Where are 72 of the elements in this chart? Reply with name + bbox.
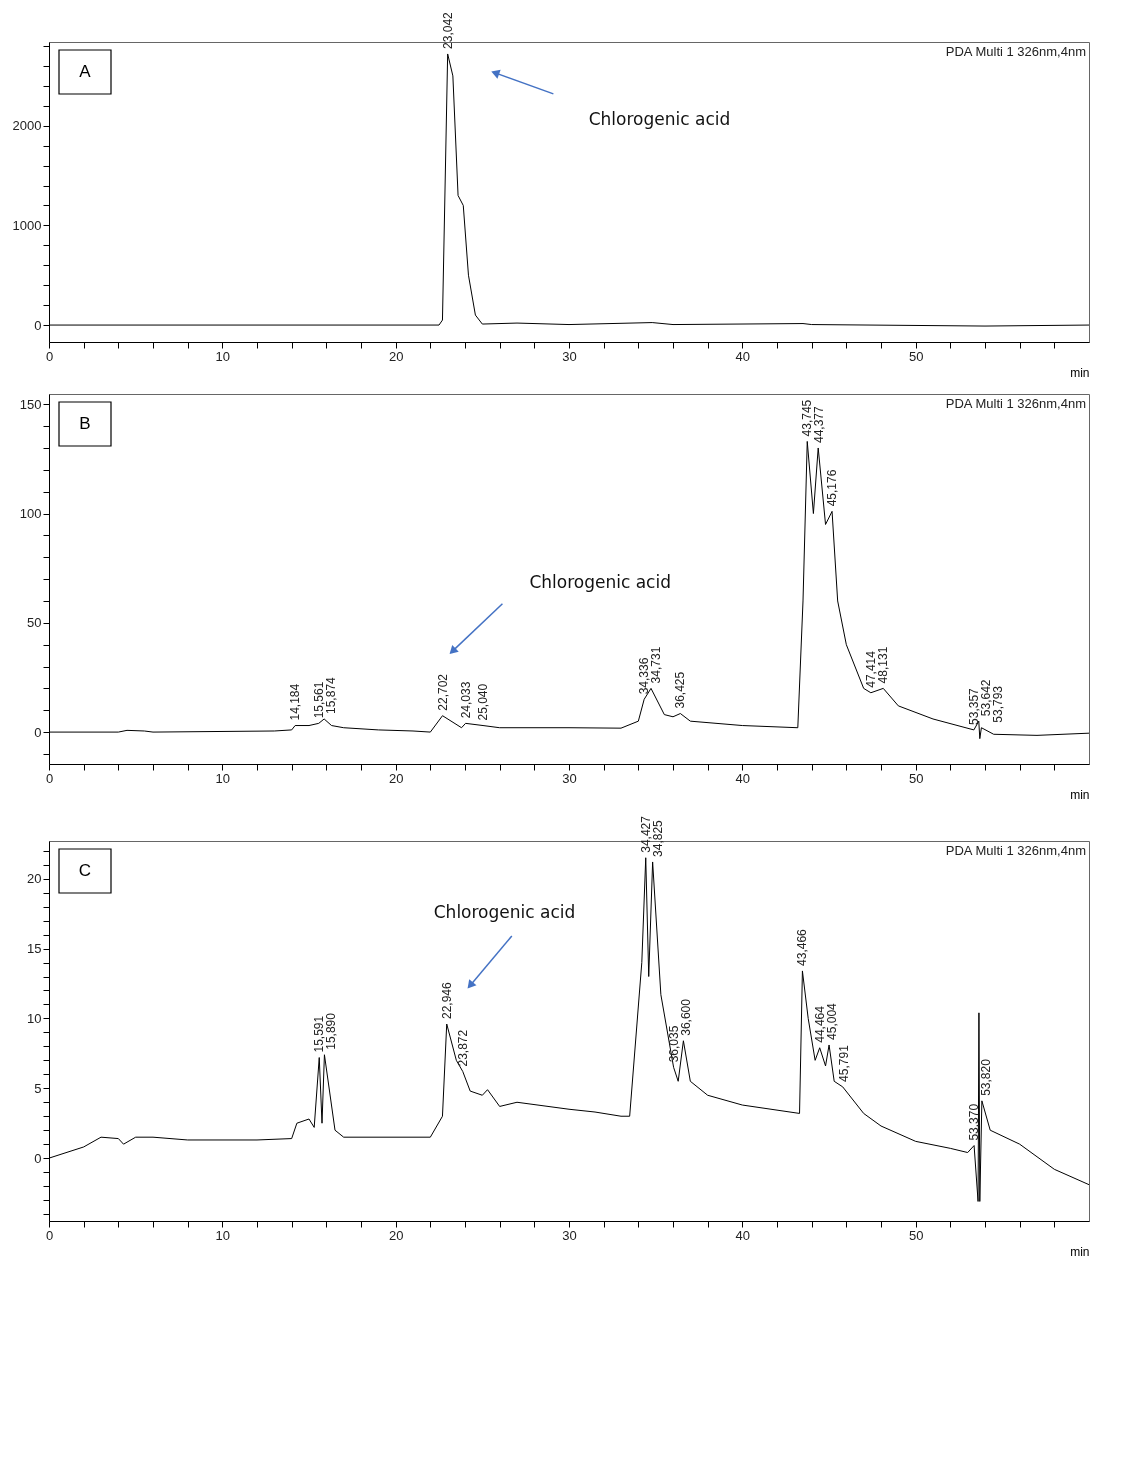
x-tick-label: 40 — [735, 348, 751, 364]
annotation: 53,357 — [966, 687, 981, 725]
annotation: PDA Multi 1 326nm,4nm — [945, 396, 1086, 411]
y-tick-label: 20 — [27, 871, 42, 887]
x-tick-label: 10 — [215, 348, 231, 364]
annotation: Chlorogenic acid — [588, 109, 731, 129]
annotation: 25,040 — [476, 683, 491, 721]
annotation: 43,745 — [800, 399, 815, 437]
annotation: PDA Multi 1 326nm,4nm — [945, 843, 1086, 858]
x-tick-label: 50 — [908, 770, 924, 786]
annotation: 48,131 — [876, 646, 891, 684]
x-tick-label: 20 — [388, 348, 404, 364]
x-tick-label: 0 — [45, 770, 54, 786]
x-tick-label: 0 — [45, 348, 54, 364]
y-tick-label: 50 — [27, 615, 42, 631]
annotation: 44,464 — [812, 1005, 827, 1043]
annotation: 47,414 — [863, 650, 878, 688]
x-axis-title: min — [1070, 365, 1090, 380]
y-tick-label: 150 — [19, 396, 42, 412]
x-tick-label: 0 — [45, 1227, 54, 1243]
annotation: 36,035 — [666, 1025, 681, 1063]
y-tick-label: 0 — [34, 317, 42, 333]
y-tick-label: 1000 — [12, 217, 42, 233]
y-tick-label: 10 — [27, 1010, 42, 1026]
annotation: 36,600 — [678, 998, 693, 1036]
annotation: 34,825 — [650, 819, 665, 857]
x-tick-label: 30 — [562, 348, 577, 364]
y-tick-label: 5 — [34, 1080, 42, 1096]
annotation: Chlorogenic acid — [433, 902, 576, 923]
y-tick-label: 15 — [27, 941, 42, 957]
x-tick-label: 10 — [215, 1227, 231, 1243]
annotation: 45,004 — [824, 1002, 839, 1040]
x-tick-label: 50 — [908, 1227, 924, 1243]
annotation: 24,033 — [458, 681, 473, 719]
annotation: 22,702 — [435, 673, 450, 711]
annotation: 23,872 — [455, 1029, 470, 1067]
x-tick-label: 10 — [215, 770, 231, 786]
annotation: 53,642 — [978, 679, 993, 717]
y-tick-label: 0 — [34, 724, 42, 740]
annotation: B — [79, 414, 91, 433]
y-tick-label: 0 — [34, 1150, 42, 1166]
annotation: 15,591 — [312, 1015, 327, 1053]
annotation: 22,946 — [439, 981, 454, 1020]
annotation: 34,427 — [638, 815, 653, 853]
annotation: PDA Multi 1 326nm,4nm — [945, 44, 1086, 59]
annotation: C — [78, 861, 92, 880]
annotation: 14,184 — [287, 683, 302, 721]
x-tick-label: 30 — [562, 770, 577, 786]
x-tick-label: 20 — [388, 770, 404, 786]
x-axis-title: min — [1070, 1244, 1090, 1259]
x-tick-label: 20 — [388, 1227, 404, 1243]
x-tick-label: 50 — [908, 348, 924, 364]
annotation: 34,336 — [637, 657, 652, 695]
annotation: 43,466 — [795, 928, 810, 966]
annotation: 36,425 — [673, 671, 688, 709]
annotation: 15,890 — [324, 1012, 339, 1050]
annotation: 53,820 — [979, 1058, 994, 1096]
x-tick-label: 40 — [735, 770, 751, 786]
x-tick-label: 30 — [562, 1227, 577, 1243]
annotation: A — [79, 62, 92, 81]
y-tick-label: 2000 — [12, 118, 42, 134]
annotation: 44,377 — [812, 405, 827, 443]
annotation: 45,176 — [825, 469, 840, 507]
x-axis-title: min — [1070, 787, 1090, 802]
annotation: 23,042 — [441, 11, 456, 49]
y-tick-label: 100 — [19, 506, 42, 522]
annotation: 53,370 — [967, 1103, 982, 1141]
annotation: 15,561 — [311, 681, 326, 719]
x-tick-label: 40 — [735, 1227, 751, 1243]
annotation: Chlorogenic acid — [529, 571, 671, 592]
annotation: 45,791 — [836, 1044, 851, 1082]
annotation: 34,731 — [649, 646, 664, 684]
